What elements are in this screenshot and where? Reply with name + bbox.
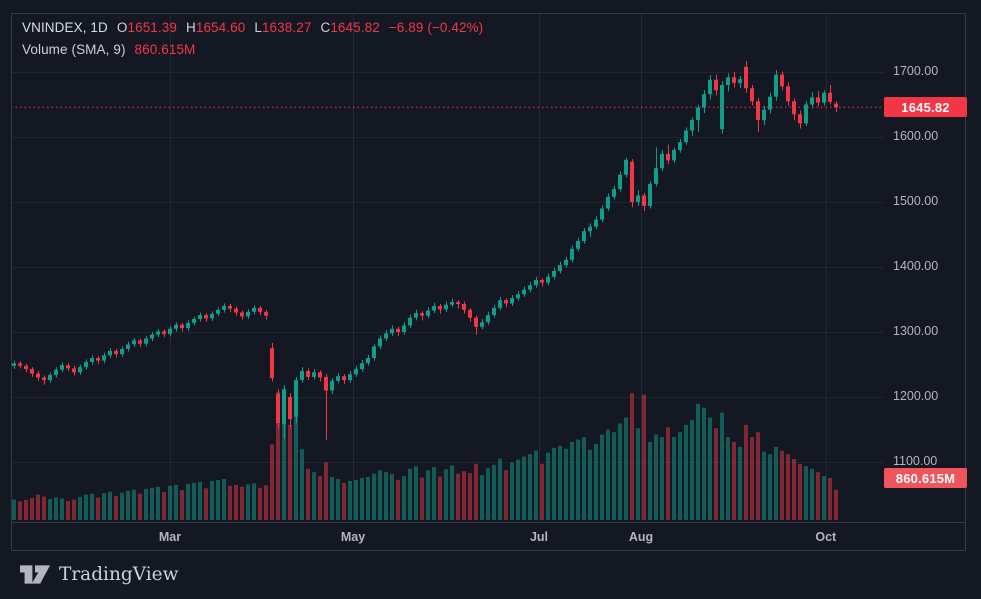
candles-layer xyxy=(12,60,838,440)
legend: VNINDEX, 1D O1651.39 H1654.60 L1638.27 C1645… xyxy=(22,17,483,61)
time-tick-label: Aug xyxy=(628,530,654,544)
volume-indicator-label[interactable]: Volume (SMA, 9) xyxy=(22,42,126,57)
high-value: 1654.60 xyxy=(195,20,246,35)
price-tick-label: 1600.00 xyxy=(893,129,939,143)
price-tick-label: 1200.00 xyxy=(893,389,939,403)
symbol-title[interactable]: VNINDEX, 1D xyxy=(22,20,108,35)
time-tick-label: May xyxy=(340,530,366,544)
legend-row-symbol: VNINDEX, 1D O1651.39 H1654.60 L1638.27 C1645… xyxy=(22,17,483,39)
tradingview-logo[interactable]: TradingView xyxy=(20,564,178,585)
price-tick-label: 1100.00 xyxy=(893,454,938,468)
change-value: −6.89 (−0.42%) xyxy=(388,20,484,35)
price-tick-label: 1700.00 xyxy=(893,64,939,78)
time-tick-label: Jul xyxy=(529,530,549,544)
volume-badge: 860.615M xyxy=(884,468,967,488)
open-label: O xyxy=(116,20,128,35)
last-price-badge: 1645.82 xyxy=(884,97,967,117)
close-label: C xyxy=(320,20,331,35)
time-tick-label: Mar xyxy=(158,530,182,544)
price-tick-label: 1500.00 xyxy=(893,194,939,208)
price-tick-label: 1400.00 xyxy=(893,259,939,273)
price-tick-label: 1300.00 xyxy=(893,324,939,338)
high-label: H xyxy=(185,20,196,35)
low-value: 1638.27 xyxy=(261,20,312,35)
low-label: L xyxy=(254,20,262,35)
legend-row-volume: Volume (SMA, 9) 860.615M xyxy=(22,39,483,61)
tradingview-wordmark: TradingView xyxy=(59,564,179,585)
close-value: 1645.82 xyxy=(330,20,380,35)
volume-indicator-value: 860.615M xyxy=(134,42,196,57)
volume-layer xyxy=(12,392,838,520)
time-tick-label: Oct xyxy=(815,530,837,544)
open-value: 1651.39 xyxy=(127,20,177,35)
tradingview-mark-icon xyxy=(20,565,50,584)
